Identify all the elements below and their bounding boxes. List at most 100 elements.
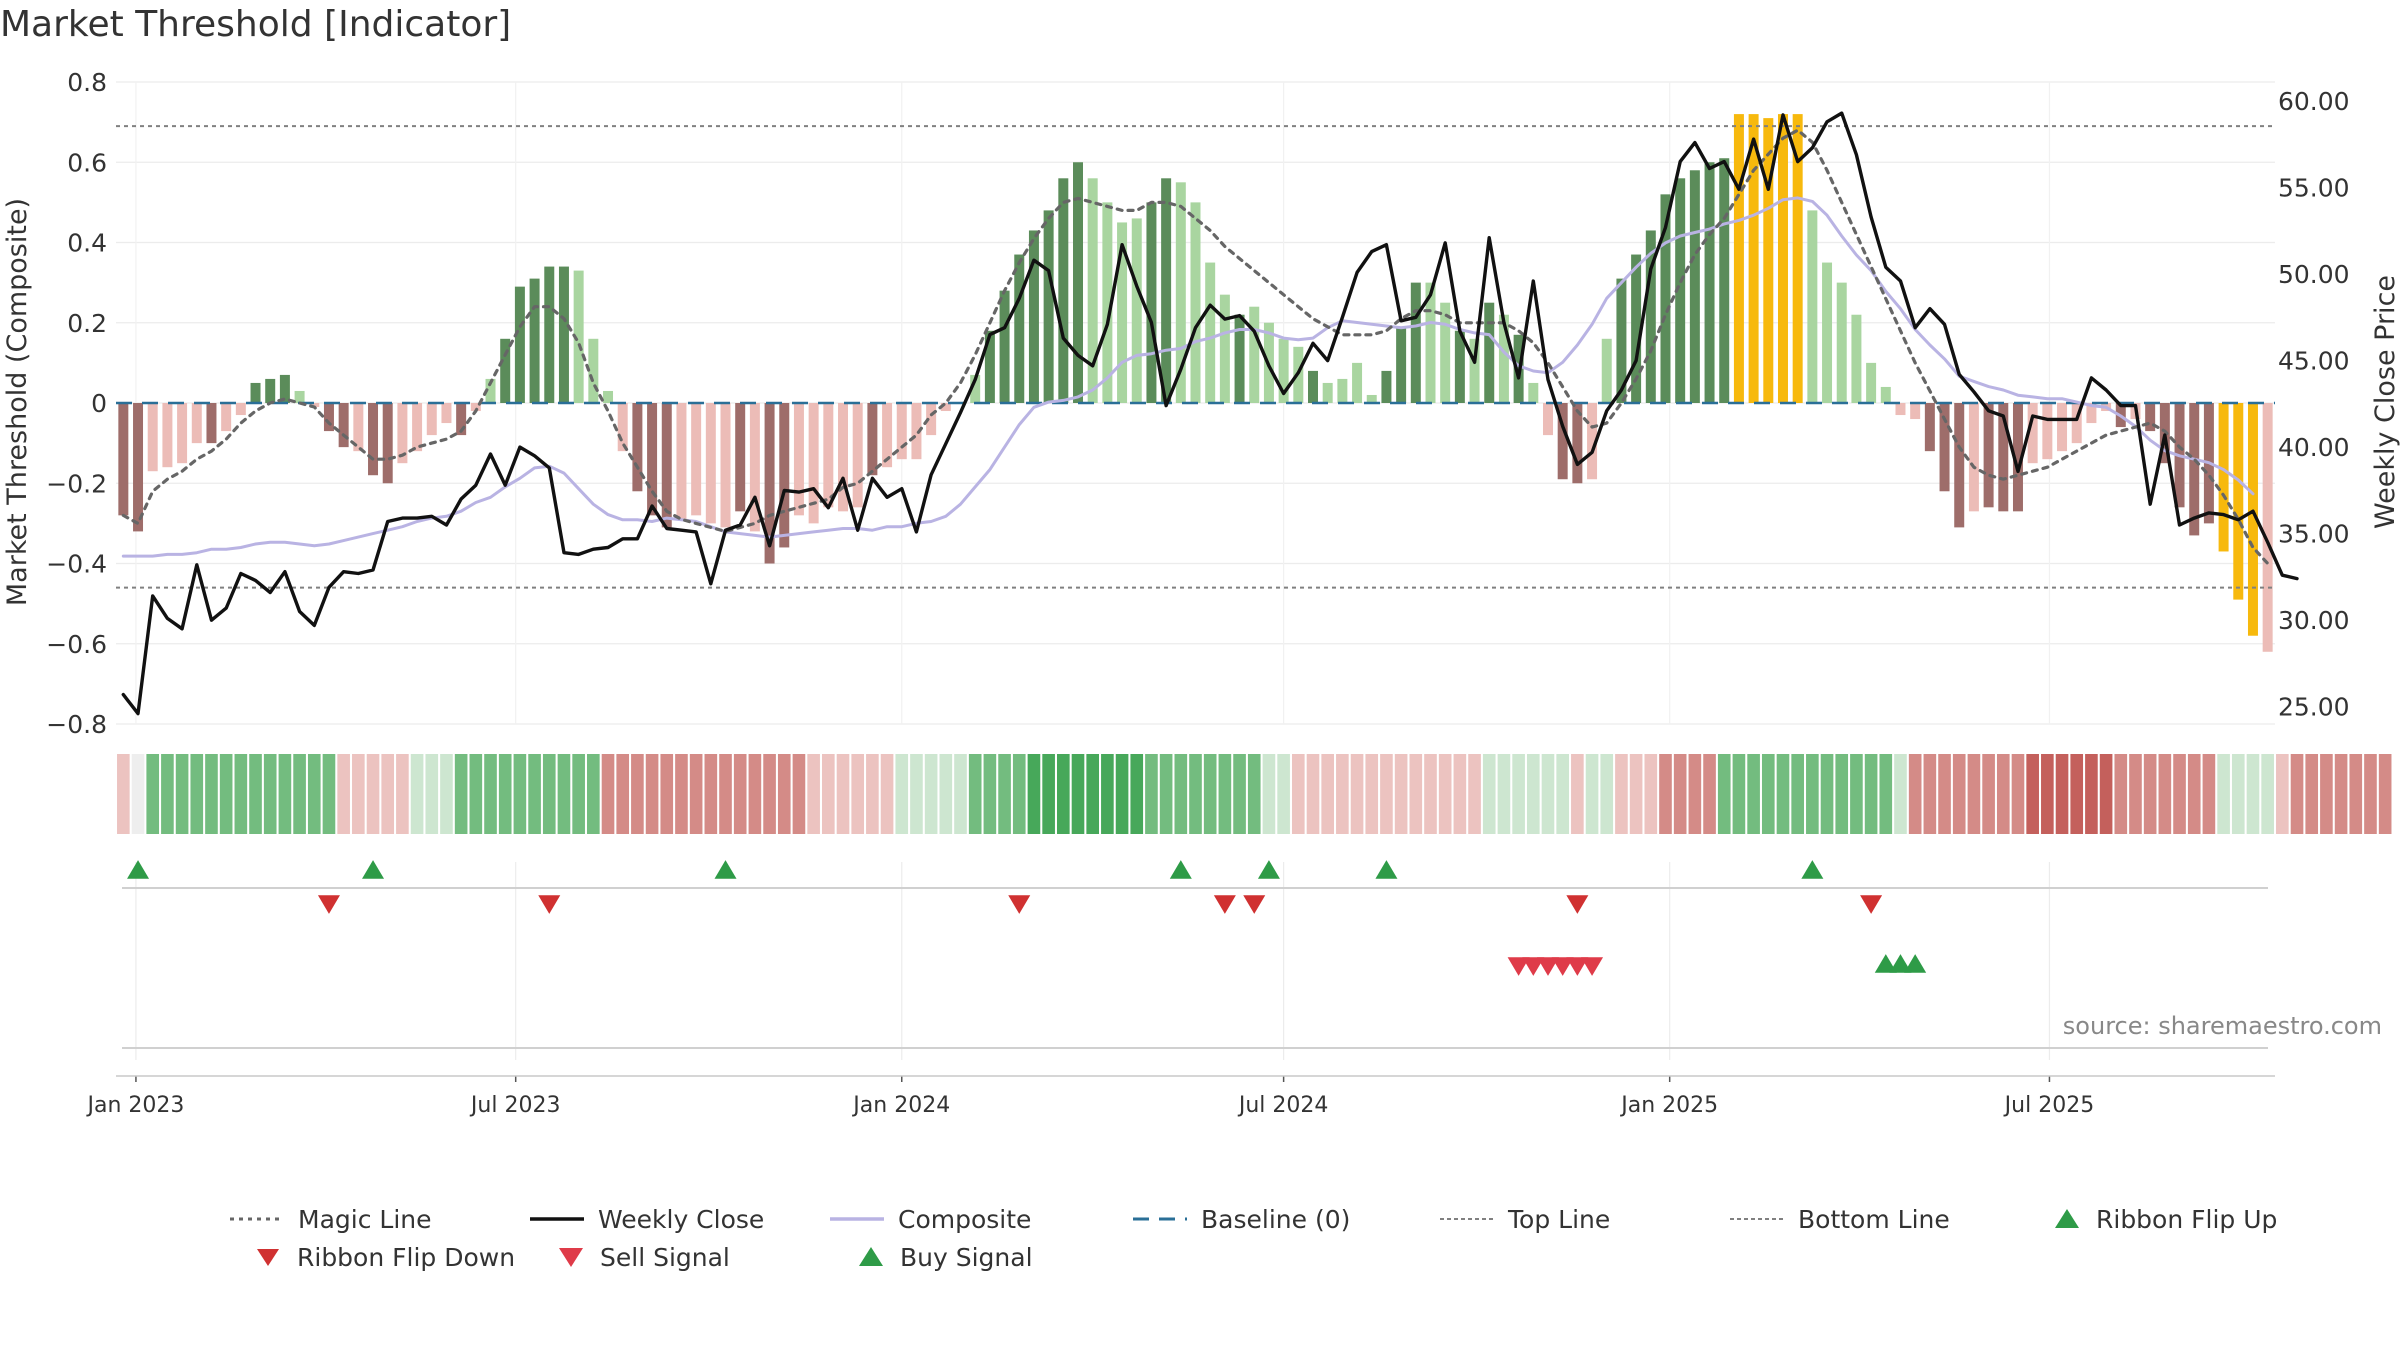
composite-bar	[2042, 403, 2053, 460]
ribbon-cell	[1585, 754, 1599, 834]
composite-bar	[1469, 338, 1480, 403]
ribbon-cell	[1761, 754, 1775, 834]
ribbon-cell	[1806, 754, 1819, 834]
ribbon-cell	[968, 754, 982, 834]
composite-bar	[279, 374, 290, 403]
ribbon-cell	[205, 754, 218, 834]
ribbon-cell	[910, 754, 923, 834]
dashed-line-icon	[1133, 1213, 1201, 1225]
legend-item: Bottom Line	[1730, 1202, 1950, 1236]
sell-signal-marker	[1522, 957, 1545, 976]
ribbon-cell	[880, 754, 894, 834]
ribbon-cell	[1247, 754, 1261, 834]
ribbon-cell	[2026, 754, 2039, 834]
ribbon-cell	[1996, 754, 2010, 834]
composite-bar	[1792, 114, 1803, 403]
ribbon-cell	[1424, 754, 1437, 834]
ribbon-cell	[2114, 754, 2128, 834]
composite-bar	[1733, 114, 1744, 403]
composite-bar	[133, 403, 144, 532]
ribbon-cell	[175, 754, 189, 834]
ribbon-cell	[1042, 754, 1055, 834]
legend-label: Baseline (0)	[1201, 1204, 1351, 1234]
ribbon-cell	[1394, 754, 1408, 834]
ribbon-cell	[2011, 754, 2025, 834]
ribbon-cell	[1145, 754, 1158, 834]
ribbon-cell	[263, 754, 277, 834]
composite-bar	[779, 403, 790, 548]
y2-tick-label: 50.00	[2278, 260, 2350, 289]
ribbon-cell	[1791, 754, 1804, 834]
ribbon-cell	[307, 754, 321, 834]
axes: 0.8 0.6 0.4 0.2 0 −0.2 −0.4 −0.6 −0.8 60.00 55.00 5…	[46, 68, 2349, 1118]
composite-bar	[221, 403, 232, 432]
ribbon-cell	[866, 754, 879, 834]
ribbon-cell	[2349, 754, 2363, 834]
ribbon-cell	[733, 754, 747, 834]
legend-label: Weekly Close	[598, 1204, 765, 1234]
triangle-down-red-icon	[253, 1245, 297, 1269]
ribbon-cell	[2085, 754, 2098, 834]
ribbon-cell	[1600, 754, 1614, 834]
ribbon-cell	[1291, 754, 1305, 834]
y-tick-label: −0.2	[46, 469, 107, 498]
composite-bar	[1836, 282, 1847, 403]
composite-bar	[1410, 282, 1421, 403]
composite-bar	[823, 403, 834, 508]
legend-item: Weekly Close	[530, 1202, 764, 1236]
legend-label: Top Line	[1508, 1204, 1611, 1234]
ribbon-cell	[425, 754, 439, 834]
composite-bar	[1572, 403, 1583, 484]
composite-bar	[250, 382, 261, 403]
ribbon-cell	[1189, 754, 1202, 834]
ribbon-cell	[2129, 754, 2142, 834]
ribbon-cell	[1365, 754, 1379, 834]
ribbon-cell	[939, 754, 953, 834]
ribbon-cell	[2099, 754, 2113, 834]
legend-label: Bottom Line	[1798, 1204, 1950, 1234]
ribbon-cell	[1952, 754, 1966, 834]
composite-bar	[970, 374, 981, 403]
y-axis-label: Market Threshold (Composite)	[2, 198, 33, 606]
ribbon-cell	[822, 754, 835, 834]
ribbon-cell	[1101, 754, 1114, 834]
composite-bar	[1528, 382, 1539, 403]
composite-bar	[1175, 182, 1186, 403]
composite-bar	[676, 403, 687, 520]
composite-bar	[1308, 370, 1318, 403]
composite-bar	[1205, 262, 1216, 403]
ribbon-cell	[381, 754, 395, 834]
composite-bar	[470, 403, 481, 412]
ribbon-flip-down-marker	[317, 895, 340, 914]
legend-item: Magic Line	[230, 1202, 432, 1236]
ribbon-cell	[2364, 754, 2377, 834]
ribbon-cell	[1203, 754, 1217, 834]
ribbon-cell	[1409, 754, 1423, 834]
dotted-line-icon	[230, 1213, 298, 1225]
ribbon-flip-down-marker	[1860, 895, 1883, 914]
composite-bar	[265, 378, 276, 403]
ribbon-cell	[572, 754, 585, 834]
ribbon-flip-down-marker	[1243, 895, 1266, 914]
composite-bar	[456, 403, 467, 436]
ribbon-cell	[1218, 754, 1232, 834]
composite-bar	[1498, 314, 1509, 403]
ribbon-cell	[777, 754, 791, 834]
ribbon-cell	[1262, 754, 1276, 834]
y2-axis-label: Weekly Close Price	[2370, 275, 2400, 529]
ribbon-cell	[1659, 754, 1672, 834]
composite-bar	[2027, 403, 2038, 464]
composite-bar	[2218, 403, 2229, 552]
ribbon-cell	[2246, 754, 2260, 834]
legend-label: Composite	[898, 1204, 1032, 1234]
ribbon-cell	[1159, 754, 1173, 834]
y2-tick-label: 60.00	[2278, 87, 2350, 116]
ribbon-cell	[954, 754, 967, 834]
composite-bar	[632, 403, 643, 492]
ribbon-cell	[851, 754, 865, 834]
composite-bar	[1484, 302, 1495, 403]
ribbon-cell	[1512, 754, 1525, 834]
composite-bar	[1028, 230, 1039, 403]
ribbon-cell	[719, 754, 732, 834]
composite-bar	[1748, 114, 1759, 403]
